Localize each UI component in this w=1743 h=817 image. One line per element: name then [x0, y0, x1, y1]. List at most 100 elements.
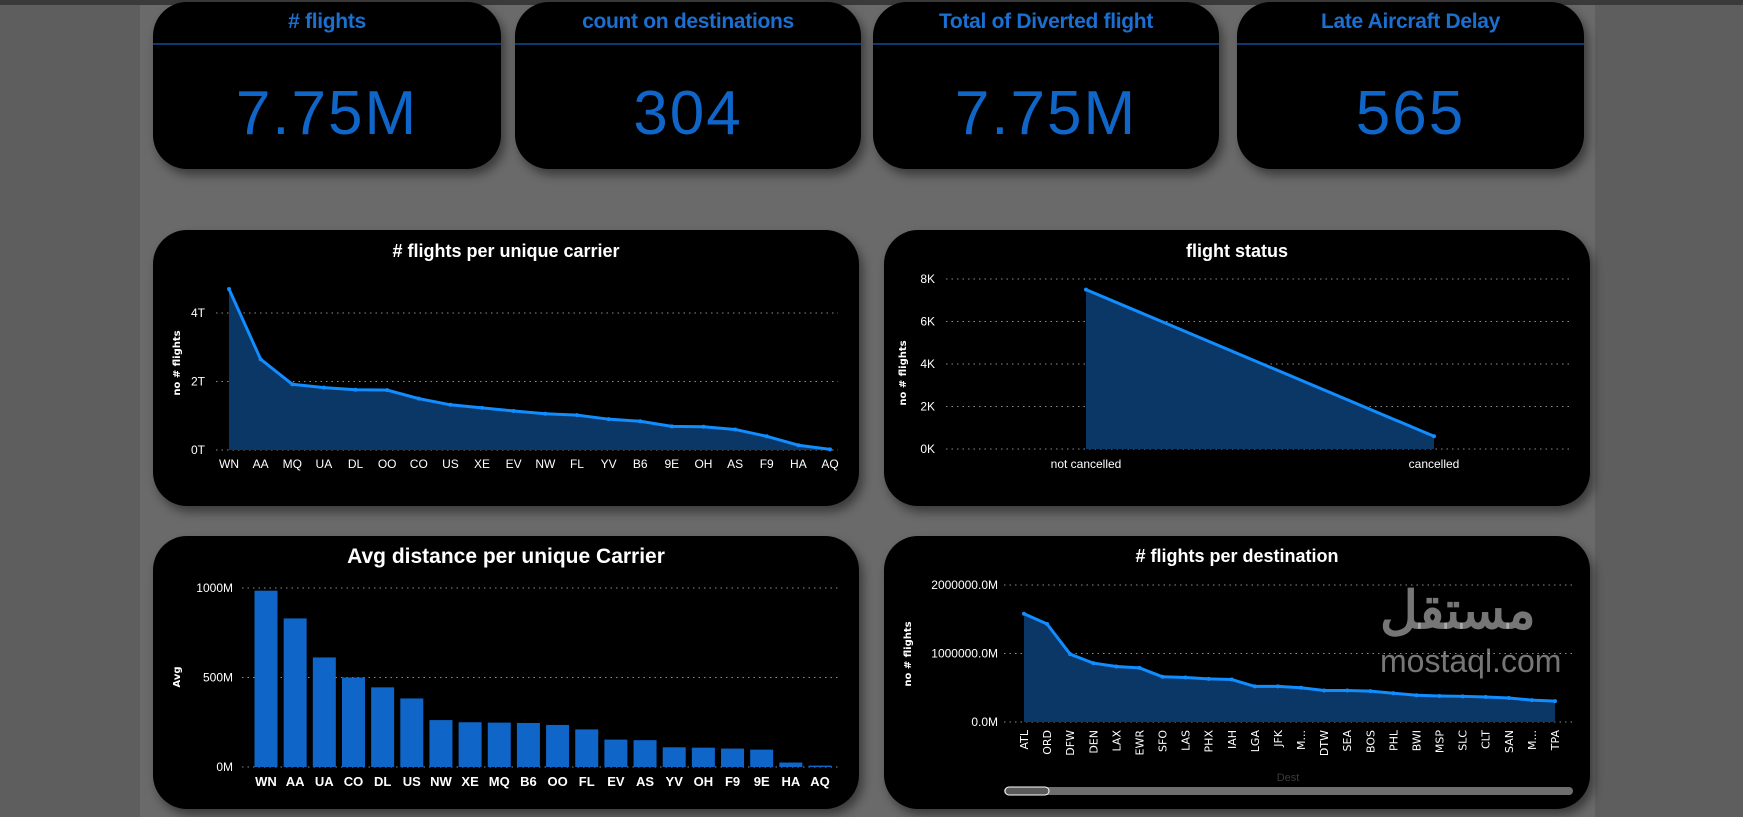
data-point-B6[interactable]: [638, 419, 643, 424]
x-tick-label: M...: [1526, 730, 1539, 750]
chart-flights-per-destination[interactable]: # flights per destination 0.0M 1000000.0M…: [884, 536, 1590, 809]
bar-XE[interactable]: [458, 722, 482, 767]
x-tick-label: OO: [378, 457, 397, 471]
horizontal-scrollbar[interactable]: [1004, 787, 1573, 795]
data-point-PHL[interactable]: [1391, 691, 1396, 696]
bar-DL[interactable]: [371, 687, 395, 767]
data-point-ATL[interactable]: [1022, 611, 1026, 616]
data-point-cancelled[interactable]: [1432, 434, 1436, 439]
data-point-PHX[interactable]: [1206, 676, 1211, 681]
data-point-HA[interactable]: [796, 443, 801, 448]
data-point-EWR[interactable]: [1137, 665, 1142, 670]
top-bar: [0, 0, 1743, 5]
data-point-MQ[interactable]: [290, 382, 295, 387]
x-tick-label: OH: [694, 457, 712, 471]
series-line: [227, 288, 831, 451]
x-tick-label: HA: [781, 774, 800, 789]
chart-title: Avg distance per unique Carrier: [347, 545, 665, 568]
data-point-SEA[interactable]: [1345, 688, 1350, 693]
chart-title: # flights per unique carrier: [392, 241, 620, 261]
data-point-DTW[interactable]: [1322, 688, 1327, 693]
data-point-FL[interactable]: [574, 413, 579, 418]
data-point-LAS[interactable]: [1183, 675, 1188, 680]
x-tick-label: AQ: [821, 457, 838, 471]
bar-OH[interactable]: [691, 747, 715, 767]
data-point-AQ[interactable]: [828, 447, 832, 452]
data-point-F9[interactable]: [764, 434, 769, 439]
x-tick-label: MQ: [283, 457, 302, 471]
bar-OO[interactable]: [546, 724, 570, 767]
data-point-not cancelled[interactable]: [1084, 287, 1088, 292]
y-tick-label: 6K: [920, 315, 935, 329]
data-point-UA[interactable]: [321, 385, 326, 390]
bar-AA[interactable]: [283, 618, 307, 767]
bar-F9[interactable]: [721, 748, 745, 767]
divider: [153, 43, 501, 45]
x-tick-label: PHX: [1203, 730, 1216, 753]
data-point-IAH[interactable]: [1229, 677, 1234, 682]
data-point-9E[interactable]: [669, 424, 674, 429]
bar-UA[interactable]: [312, 657, 336, 767]
x-tick-label: BWI: [1410, 730, 1423, 751]
data-point-TPA[interactable]: [1553, 699, 1557, 704]
bar-NW[interactable]: [429, 720, 453, 767]
data-point-ORD[interactable]: [1045, 622, 1050, 627]
bar-AS[interactable]: [633, 740, 657, 767]
bar-YV[interactable]: [662, 747, 686, 767]
data-point-LGA[interactable]: [1252, 684, 1257, 689]
bar-9E[interactable]: [750, 749, 774, 767]
x-tick-label: WN: [255, 774, 277, 789]
x-tick-label: EV: [506, 457, 522, 471]
scrollbar-thumb[interactable]: [1004, 786, 1050, 796]
data-point-AA[interactable]: [258, 357, 263, 362]
chart-svg: 0T 2T 4T no # flights WN AA MQ UA DL OO CO US XE EV NW…: [172, 287, 839, 471]
kpi-value: 304: [633, 79, 743, 148]
area-fill: [229, 289, 830, 450]
bar-WN[interactable]: [254, 590, 278, 767]
data-point-LAX[interactable]: [1114, 664, 1119, 669]
data-point-YV[interactable]: [606, 417, 611, 422]
kpi-title: Total of Diverted flight: [938, 10, 1154, 33]
x-tick-label: EV: [607, 774, 625, 789]
data-point-DEN[interactable]: [1091, 661, 1096, 666]
bar-AQ[interactable]: [808, 765, 832, 767]
data-point-JFK[interactable]: [1275, 684, 1280, 689]
bar-FL[interactable]: [575, 729, 599, 767]
bar-HA[interactable]: [779, 762, 803, 767]
data-point-XE[interactable]: [480, 405, 485, 410]
data-point-SLC[interactable]: [1460, 694, 1465, 699]
x-tick-label: OH: [694, 774, 714, 789]
data-point-DFW[interactable]: [1068, 652, 1073, 657]
bar-B6[interactable]: [516, 722, 540, 767]
bar-EV[interactable]: [604, 739, 628, 767]
chart-avg-distance-per-carrier[interactable]: Avg distance per unique Carrier 0M 500M 10…: [153, 536, 859, 809]
y-tick-label: 500M: [203, 671, 233, 685]
bar-MQ[interactable]: [487, 722, 511, 767]
data-point-DL[interactable]: [353, 387, 358, 392]
data-point-MSP[interactable]: [1437, 693, 1442, 698]
x-tick-label: FL: [570, 457, 584, 471]
data-point-BWI[interactable]: [1414, 693, 1419, 698]
bar-CO[interactable]: [341, 677, 365, 768]
data-point-CO[interactable]: [416, 396, 421, 401]
chart-title: # flights per destination: [1135, 546, 1339, 566]
data-point-M...[interactable]: [1529, 698, 1534, 703]
data-point-SAN[interactable]: [1506, 696, 1511, 701]
data-point-EV[interactable]: [511, 408, 516, 413]
data-point-M...[interactable]: [1299, 685, 1304, 690]
chart-flight-status[interactable]: flight status 0K 2K 4K 6K 8K no # flights not …: [884, 230, 1590, 506]
data-point-BOS[interactable]: [1368, 689, 1373, 694]
data-point-AS[interactable]: [733, 427, 738, 432]
data-point-NW[interactable]: [543, 411, 548, 416]
x-tick-label: M...: [1295, 730, 1308, 750]
data-point-OO[interactable]: [385, 388, 390, 393]
area-fill: [1086, 289, 1434, 449]
data-point-WN[interactable]: [227, 287, 231, 292]
data-point-SFO[interactable]: [1160, 674, 1165, 679]
data-point-CLT[interactable]: [1483, 694, 1488, 699]
data-point-OH[interactable]: [701, 424, 706, 429]
data-point-US[interactable]: [448, 402, 453, 407]
x-tick-label: not cancelled: [1051, 457, 1122, 471]
chart-flights-per-carrier[interactable]: # flights per unique carrier 0T 2T 4T no # …: [153, 230, 859, 506]
bar-US[interactable]: [400, 698, 424, 767]
